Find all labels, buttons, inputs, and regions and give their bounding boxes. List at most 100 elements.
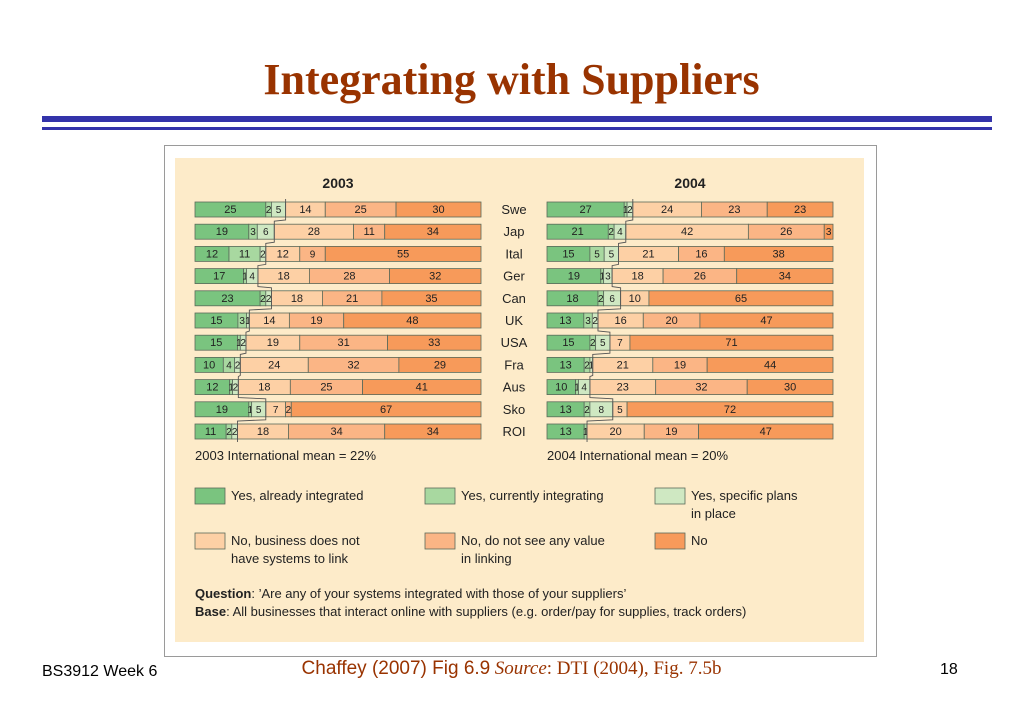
legend-label-3-1: have systems to link	[231, 551, 349, 566]
data-label-2003-Aus-4: 25	[320, 382, 332, 394]
data-label-2003-Can-4: 21	[346, 293, 358, 305]
data-label-2004-Ger-1: 1	[599, 272, 605, 283]
data-label-2003-Swe-4: 25	[355, 204, 367, 216]
data-label-2004-Sko-3: 5	[617, 405, 623, 416]
data-label-2004-Can-3: 10	[629, 293, 641, 305]
bar-segment-2004-Ger-5	[736, 268, 834, 284]
bar-segment-2003-Fra-5	[398, 356, 482, 373]
data-label-2003-ROI-2: 2	[232, 427, 238, 438]
data-label-2004-Sko-0: 13	[559, 404, 571, 416]
bar-segment-2004-Sko-5	[626, 401, 834, 418]
figure-frame: 2003 25 2 5 14 25 30 19 3 6 28 11 34 12 11 2 12 9 55 17 1 4 18…	[164, 145, 877, 657]
citation-source-label: Source	[494, 658, 547, 679]
data-label-2003-UK-4: 19	[310, 315, 322, 327]
data-label-2003-Fra-5: 29	[434, 359, 446, 371]
data-label-2004-USA-1: 2	[590, 338, 596, 349]
data-label-2003-Sko-1: 1	[247, 405, 253, 416]
data-label-2003-Ger-3: 18	[278, 271, 290, 283]
data-label-2003-Swe-5: 30	[432, 204, 444, 216]
bar-segment-2004-USA-5	[629, 334, 834, 351]
legend-label-0-0: Yes, already integrated	[231, 488, 364, 503]
data-label-2003-Jap-4: 11	[363, 226, 374, 238]
bar-segment-2004-ROI-5	[698, 423, 834, 440]
data-label-2003-Ger-1: 1	[242, 272, 248, 283]
bar-segment-2003-ROI-5	[384, 423, 482, 440]
data-label-2003-ROI-3: 18	[257, 426, 269, 438]
data-label-2003-USA-3: 19	[267, 337, 279, 349]
legend-label-4-1: in linking	[461, 551, 512, 566]
bar-segment-2004-Swe-5	[766, 201, 834, 218]
data-label-2004-Aus-2: 4	[581, 383, 587, 394]
data-label-2003-Ital-3: 12	[277, 248, 289, 260]
data-label-2004-Fra-3: 21	[617, 359, 629, 371]
yes-total-line-2004	[586, 199, 634, 442]
data-label-2003-Ital-4: 9	[310, 249, 316, 260]
bar-segment-2004-UK-5	[699, 312, 834, 329]
data-label-2004-ROI-5: 47	[760, 426, 772, 438]
data-label-2003-Swe-3: 14	[299, 204, 311, 216]
data-label-2003-Can-1: 2	[260, 294, 266, 305]
data-label-2003-Swe-0: 25	[224, 204, 236, 216]
category-label-Ital: Ital	[505, 246, 522, 261]
data-label-2003-Ger-5: 32	[429, 271, 441, 283]
data-label-2004-USA-0: 15	[562, 337, 574, 349]
data-label-2004-Can-1: 2	[598, 294, 604, 305]
bar-segment-2003-Ger-5	[389, 268, 482, 284]
data-label-2003-ROI-1: 2	[226, 427, 232, 438]
legend-swatch-5	[654, 532, 686, 550]
data-label-2004-Sko-2: 8	[599, 405, 605, 416]
bar-segment-2004-Can-5	[648, 290, 834, 307]
data-label-2004-USA-2: 5	[600, 338, 606, 349]
data-label-2004-Aus-1: 1	[574, 383, 580, 394]
data-label-2003-Jap-2: 6	[263, 227, 269, 238]
legend-swatch-2	[654, 487, 686, 505]
legend-label-1-0: Yes, currently integrating	[461, 488, 604, 503]
data-label-2004-Jap-1: 2	[608, 227, 614, 238]
data-label-2004-Aus-4: 32	[695, 382, 707, 394]
category-label-Ger: Ger	[503, 269, 525, 284]
legend-label-3-0: No, business does not	[231, 533, 360, 548]
data-label-2003-Aus-0: 12	[206, 382, 218, 394]
bar-segment-2004-Jap-5	[823, 223, 834, 240]
data-label-2003-Ital-2: 2	[260, 249, 266, 260]
data-label-2004-USA-3: 7	[617, 338, 623, 349]
panel-title-2003: 2003	[322, 175, 353, 191]
data-label-2004-ROI-0: 13	[559, 426, 571, 438]
data-label-2004-Sko-5: 72	[724, 404, 736, 416]
data-label-2004-UK-3: 16	[614, 315, 626, 327]
data-label-2003-Jap-5: 34	[427, 226, 439, 238]
data-label-2003-UK-1: 3	[239, 316, 245, 327]
data-label-2003-Ital-1: 11	[239, 248, 250, 260]
bar-segment-2004-Ital-5	[723, 246, 834, 262]
data-label-2003-Ital-0: 12	[206, 248, 218, 260]
mean-label-2004: 2004 International mean = 20%	[547, 448, 728, 463]
citation-caption: Chaffey (2007) Fig 6.9	[301, 658, 491, 679]
data-label-2004-Ital-4: 16	[695, 248, 707, 260]
yes-total-line-2003	[237, 199, 287, 442]
data-label-2004-Ital-3: 21	[642, 248, 654, 260]
bar-segment-2003-Aus-5	[362, 379, 482, 396]
data-label-2004-USA-5: 71	[725, 337, 737, 349]
data-label-2003-Sko-3: 7	[273, 405, 279, 416]
legend-swatch-4	[424, 532, 456, 550]
data-label-2003-Fra-4: 32	[347, 359, 359, 371]
bar-segment-2003-Jap-5	[384, 223, 482, 240]
data-label-2004-Fra-2: 1	[589, 360, 595, 371]
data-label-2003-Sko-4: 2	[286, 405, 292, 416]
data-label-2003-UK-5: 48	[406, 315, 418, 327]
data-label-2003-Can-3: 18	[291, 293, 303, 305]
data-label-2004-Swe-3: 24	[661, 204, 673, 216]
bar-segment-2004-Fra-5	[706, 356, 834, 373]
data-label-2003-Jap-1: 3	[250, 227, 256, 238]
data-label-2004-Aus-0: 10	[555, 382, 567, 394]
data-label-2004-Ger-0: 19	[568, 271, 580, 283]
data-label-2003-Swe-2: 5	[276, 205, 282, 216]
title-rule-thick	[42, 116, 992, 122]
citation-source-text: : DTI (2004), Fig. 7.5b	[546, 658, 722, 679]
data-label-2004-Swe-0: 27	[579, 204, 591, 216]
data-label-2003-UK-0: 15	[210, 315, 222, 327]
data-label-2004-Can-5: 65	[735, 293, 747, 305]
data-label-2004-UK-1: 3	[585, 316, 591, 327]
data-label-2003-Jap-0: 19	[216, 226, 228, 238]
